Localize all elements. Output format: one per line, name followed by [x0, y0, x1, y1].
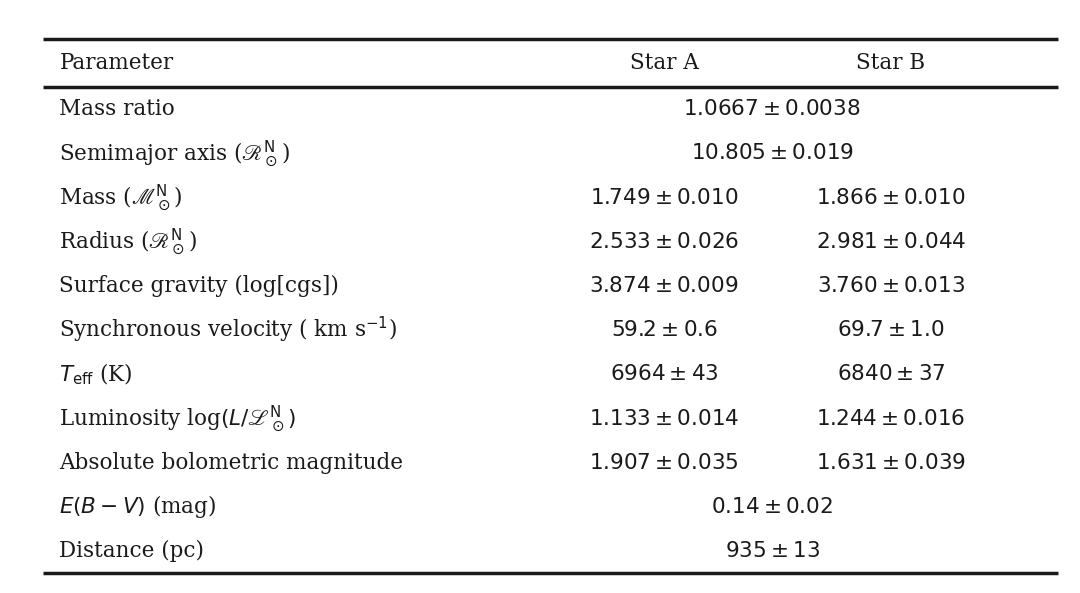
- Text: Luminosity log$(L/\mathscr{L}_\odot^{\mathrm{N}})$: Luminosity log$(L/\mathscr{L}_\odot^{\ma…: [59, 403, 296, 434]
- Text: $2.981 \pm 0.044$: $2.981 \pm 0.044$: [815, 231, 967, 253]
- Text: $6840 \pm 37$: $6840 \pm 37$: [837, 364, 945, 385]
- Text: $1.244 \pm 0.016$: $1.244 \pm 0.016$: [816, 407, 966, 429]
- Text: Distance (pc): Distance (pc): [59, 540, 204, 562]
- Text: Semimajor axis ($\mathscr{R}_\odot^{\mathrm{N}}$): Semimajor axis ($\mathscr{R}_\odot^{\mat…: [59, 138, 291, 169]
- Text: Absolute bolometric magnitude: Absolute bolometric magnitude: [59, 452, 404, 474]
- Text: $59.2 \pm 0.6$: $59.2 \pm 0.6$: [611, 319, 717, 341]
- Text: $10.805 \pm 0.019$: $10.805 \pm 0.019$: [690, 142, 854, 164]
- Text: $T_{\mathrm{eff}}$ (K): $T_{\mathrm{eff}}$ (K): [59, 362, 133, 387]
- Text: $3.874 \pm 0.009$: $3.874 \pm 0.009$: [590, 275, 739, 297]
- Text: $935 \pm 13$: $935 \pm 13$: [725, 540, 820, 562]
- Text: $1.0667 \pm 0.0038$: $1.0667 \pm 0.0038$: [684, 98, 861, 120]
- Text: $0.14 \pm 0.02$: $0.14 \pm 0.02$: [711, 496, 834, 518]
- Text: Parameter: Parameter: [59, 52, 174, 74]
- Text: $2.533 \pm 0.026$: $2.533 \pm 0.026$: [589, 231, 740, 253]
- Text: $69.7 \pm 1.0$: $69.7 \pm 1.0$: [837, 319, 945, 341]
- Text: $1.907 \pm 0.035$: $1.907 \pm 0.035$: [590, 452, 739, 474]
- Text: $1.133 \pm 0.014$: $1.133 \pm 0.014$: [589, 407, 740, 429]
- Text: $1.866 \pm 0.010$: $1.866 \pm 0.010$: [816, 187, 966, 209]
- Text: $1.631 \pm 0.039$: $1.631 \pm 0.039$: [816, 452, 966, 474]
- Text: Surface gravity (log[cgs]): Surface gravity (log[cgs]): [59, 275, 339, 297]
- Text: $6964 \pm 43$: $6964 \pm 43$: [610, 364, 718, 385]
- Text: $E(B - V)$ (mag): $E(B - V)$ (mag): [59, 493, 217, 521]
- Text: Radius ($\mathscr{R}_\odot^{\mathrm{N}}$): Radius ($\mathscr{R}_\odot^{\mathrm{N}}$…: [59, 227, 198, 257]
- Text: Mass ratio: Mass ratio: [59, 98, 175, 120]
- Text: Star B: Star B: [856, 52, 926, 74]
- Text: Synchronous velocity ( km s$^{-1}$): Synchronous velocity ( km s$^{-1}$): [59, 315, 397, 345]
- Text: $1.749 \pm 0.010$: $1.749 \pm 0.010$: [590, 187, 739, 209]
- Text: $3.760 \pm 0.013$: $3.760 \pm 0.013$: [816, 275, 966, 297]
- Text: Star A: Star A: [630, 52, 699, 74]
- Text: Mass ($\mathscr{M}_\odot^{\mathrm{N}}$): Mass ($\mathscr{M}_\odot^{\mathrm{N}}$): [59, 182, 183, 213]
